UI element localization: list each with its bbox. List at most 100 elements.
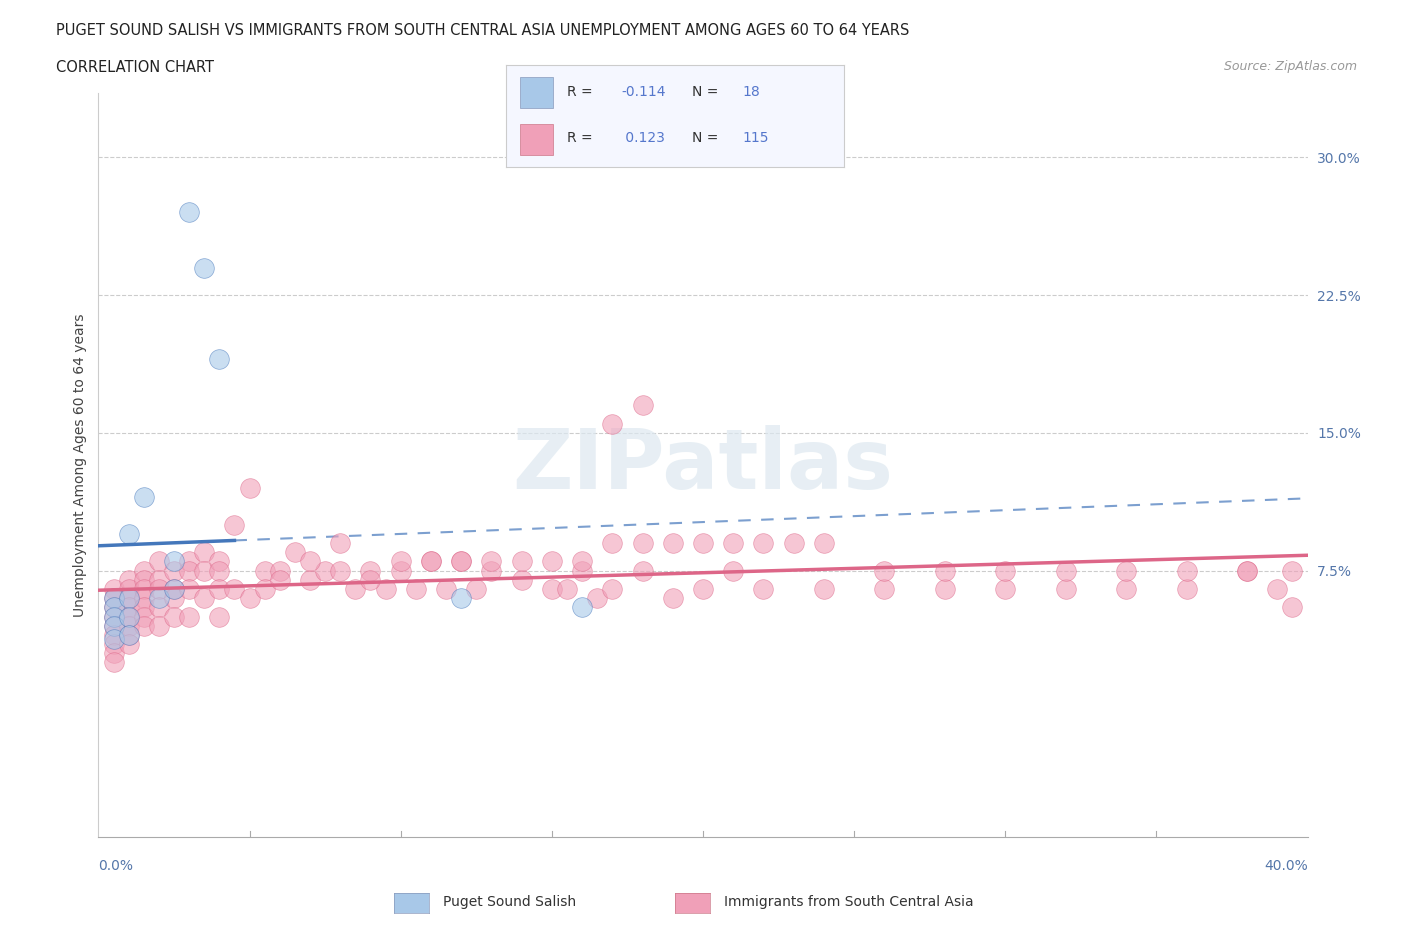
- Point: [208, 352, 231, 366]
- Point: [1236, 564, 1258, 578]
- Point: [1175, 564, 1198, 578]
- Point: [481, 554, 503, 569]
- Point: [132, 572, 155, 587]
- Point: [103, 618, 125, 633]
- Point: [813, 581, 835, 596]
- Point: [177, 205, 201, 219]
- Point: [1281, 564, 1303, 578]
- Point: [284, 545, 307, 560]
- Point: [103, 618, 125, 633]
- Text: R =: R =: [567, 86, 592, 100]
- Point: [752, 536, 775, 551]
- Point: [586, 591, 609, 605]
- Point: [360, 564, 382, 578]
- Point: [103, 600, 125, 615]
- Text: 18: 18: [742, 86, 761, 100]
- Point: [103, 645, 125, 660]
- Point: [721, 536, 744, 551]
- Point: [1175, 581, 1198, 596]
- Y-axis label: Unemployment Among Ages 60 to 64 years: Unemployment Among Ages 60 to 64 years: [73, 313, 87, 617]
- Text: 0.123: 0.123: [621, 131, 665, 145]
- Point: [1236, 564, 1258, 578]
- Point: [208, 554, 231, 569]
- Point: [813, 536, 835, 551]
- Point: [148, 554, 170, 569]
- Point: [571, 600, 593, 615]
- Point: [540, 581, 562, 596]
- Point: [631, 564, 654, 578]
- Point: [132, 564, 155, 578]
- Point: [752, 581, 775, 596]
- Point: [1115, 564, 1137, 578]
- Point: [103, 600, 125, 615]
- Point: [481, 564, 503, 578]
- Point: [118, 572, 141, 587]
- Point: [132, 591, 155, 605]
- Point: [163, 591, 186, 605]
- Point: [118, 628, 141, 643]
- Point: [148, 618, 170, 633]
- Point: [555, 581, 578, 596]
- Point: [193, 260, 215, 275]
- Point: [239, 591, 262, 605]
- Text: CORRELATION CHART: CORRELATION CHART: [56, 60, 214, 75]
- Point: [299, 572, 322, 587]
- Point: [103, 655, 125, 670]
- Point: [163, 581, 186, 596]
- Point: [329, 564, 352, 578]
- Text: 40.0%: 40.0%: [1264, 859, 1308, 873]
- Point: [177, 564, 201, 578]
- Point: [405, 581, 427, 596]
- Point: [782, 536, 804, 551]
- Point: [1054, 564, 1077, 578]
- Point: [118, 526, 141, 541]
- Point: [177, 554, 201, 569]
- Text: 0.0%: 0.0%: [98, 859, 134, 873]
- Point: [132, 581, 155, 596]
- Point: [465, 581, 488, 596]
- Point: [118, 600, 141, 615]
- Point: [1115, 581, 1137, 596]
- Point: [224, 517, 246, 532]
- Point: [253, 581, 276, 596]
- Point: [103, 631, 125, 646]
- Point: [208, 564, 231, 578]
- Point: [118, 609, 141, 624]
- Point: [103, 609, 125, 624]
- Point: [193, 591, 215, 605]
- Point: [148, 600, 170, 615]
- Point: [224, 581, 246, 596]
- Point: [118, 591, 141, 605]
- Point: [994, 581, 1017, 596]
- Bar: [520, 125, 554, 155]
- Point: [118, 609, 141, 624]
- Text: Source: ZipAtlas.com: Source: ZipAtlas.com: [1223, 60, 1357, 73]
- Point: [1281, 600, 1303, 615]
- Point: [269, 564, 291, 578]
- Point: [631, 536, 654, 551]
- Text: -0.114: -0.114: [621, 86, 665, 100]
- Point: [132, 609, 155, 624]
- Point: [450, 554, 472, 569]
- Text: PUGET SOUND SALISH VS IMMIGRANTS FROM SOUTH CENTRAL ASIA UNEMPLOYMENT AMONG AGES: PUGET SOUND SALISH VS IMMIGRANTS FROM SO…: [56, 23, 910, 38]
- Point: [571, 564, 593, 578]
- Text: Immigrants from South Central Asia: Immigrants from South Central Asia: [724, 895, 974, 910]
- Point: [661, 591, 683, 605]
- Bar: [520, 77, 554, 108]
- Point: [721, 564, 744, 578]
- Text: N =: N =: [692, 86, 718, 100]
- Point: [148, 572, 170, 587]
- Point: [163, 609, 186, 624]
- Point: [419, 554, 441, 569]
- Point: [934, 581, 956, 596]
- Point: [163, 581, 186, 596]
- Point: [540, 554, 562, 569]
- Point: [193, 564, 215, 578]
- Point: [118, 637, 141, 652]
- Point: [344, 581, 367, 596]
- Point: [692, 581, 714, 596]
- Point: [103, 628, 125, 643]
- Point: [269, 572, 291, 587]
- Point: [450, 554, 472, 569]
- Point: [118, 581, 141, 596]
